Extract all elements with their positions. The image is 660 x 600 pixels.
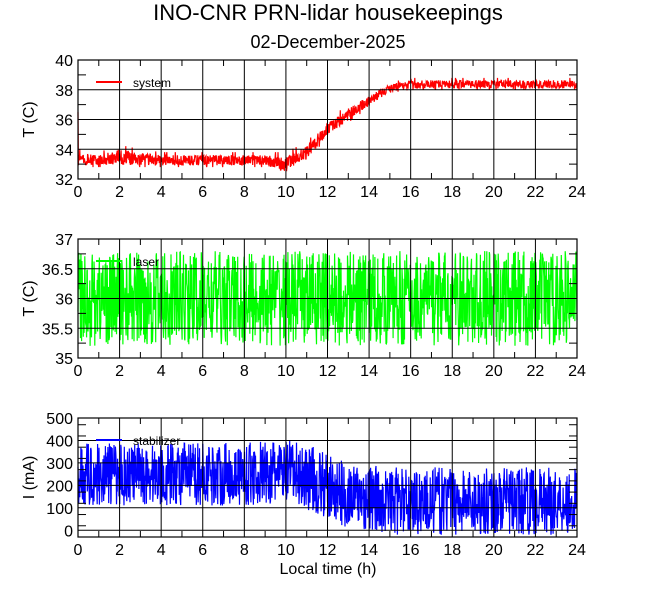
plot-frame (77, 238, 578, 359)
x-tick-label: 10 (277, 542, 295, 559)
y-tick-label: 36.5 (42, 262, 73, 279)
x-tick-label: 12 (319, 184, 337, 201)
x-tick-label: 22 (527, 363, 545, 380)
x-tick-label: 16 (402, 184, 420, 201)
x-tick-label: 14 (360, 542, 378, 559)
y-axis-label: I (mA) (21, 456, 38, 500)
x-tick-label: 20 (485, 363, 503, 380)
y-tick-label: 0 (64, 523, 73, 540)
x-tick-label: 20 (485, 542, 503, 559)
y-tick-label: 300 (46, 456, 73, 473)
plot-frame (77, 59, 578, 180)
y-tick-label: 35 (55, 351, 73, 368)
chart-title: INO-CNR PRN-lidar housekeepings (153, 0, 503, 25)
y-tick-label: 400 (46, 433, 73, 450)
x-tick-label: 12 (319, 363, 337, 380)
x-tick-label: 8 (240, 363, 249, 380)
x-tick-label: 4 (157, 363, 166, 380)
x-tick-label: 8 (240, 542, 249, 559)
x-tick-label: 0 (74, 542, 83, 559)
x-tick-label: 6 (198, 542, 207, 559)
x-tick-label: 18 (443, 542, 461, 559)
y-tick-label: 35.5 (42, 321, 73, 338)
y-tick-label: 37 (55, 232, 73, 249)
y-tick-label: 32 (55, 172, 73, 189)
x-tick-label: 2 (115, 542, 124, 559)
x-tick-label: 8 (240, 184, 249, 201)
x-tick-label: 18 (443, 363, 461, 380)
x-tick-label: 22 (527, 184, 545, 201)
x-tick-label: 4 (157, 184, 166, 201)
x-tick-label: 22 (527, 542, 545, 559)
y-tick-label: 100 (46, 501, 73, 518)
y-tick-label: 200 (46, 478, 73, 495)
x-tick-label: 14 (360, 184, 378, 201)
x-tick-label: 10 (277, 363, 295, 380)
y-tick-label: 38 (55, 83, 73, 100)
x-tick-label: 10 (277, 184, 295, 201)
x-tick-label: 6 (198, 363, 207, 380)
y-tick-label: 40 (55, 53, 73, 70)
x-tick-label: 20 (485, 184, 503, 201)
y-axis-label: T (C) (21, 101, 38, 137)
y-tick-label: 36 (55, 113, 73, 130)
y-tick-label: 500 (46, 411, 73, 428)
x-tick-label: 16 (402, 363, 420, 380)
plot-frame (77, 417, 578, 538)
x-tick-label: 0 (74, 363, 83, 380)
x-tick-label: 2 (115, 184, 124, 201)
x-tick-label: 24 (568, 542, 586, 559)
x-tick-label: 16 (402, 542, 420, 559)
y-axis-label: T (C) (21, 280, 38, 316)
chart-subtitle: 02-December-2025 (250, 32, 405, 52)
x-tick-label: 24 (568, 363, 586, 380)
y-tick-label: 36 (55, 292, 73, 309)
x-tick-label: 2 (115, 363, 124, 380)
x-tick-label: 14 (360, 363, 378, 380)
x-tick-label: 4 (157, 542, 166, 559)
x-axis-label: Local time (h) (280, 561, 377, 578)
y-tick-label: 34 (55, 142, 73, 159)
legend-label: laser (133, 255, 159, 269)
legend-label: stabilizer (133, 434, 180, 448)
x-tick-label: 24 (568, 184, 586, 201)
x-tick-label: 0 (74, 184, 83, 201)
x-tick-label: 6 (198, 184, 207, 201)
legend-label: system (133, 76, 171, 90)
x-tick-label: 18 (443, 184, 461, 201)
x-tick-label: 12 (319, 542, 337, 559)
